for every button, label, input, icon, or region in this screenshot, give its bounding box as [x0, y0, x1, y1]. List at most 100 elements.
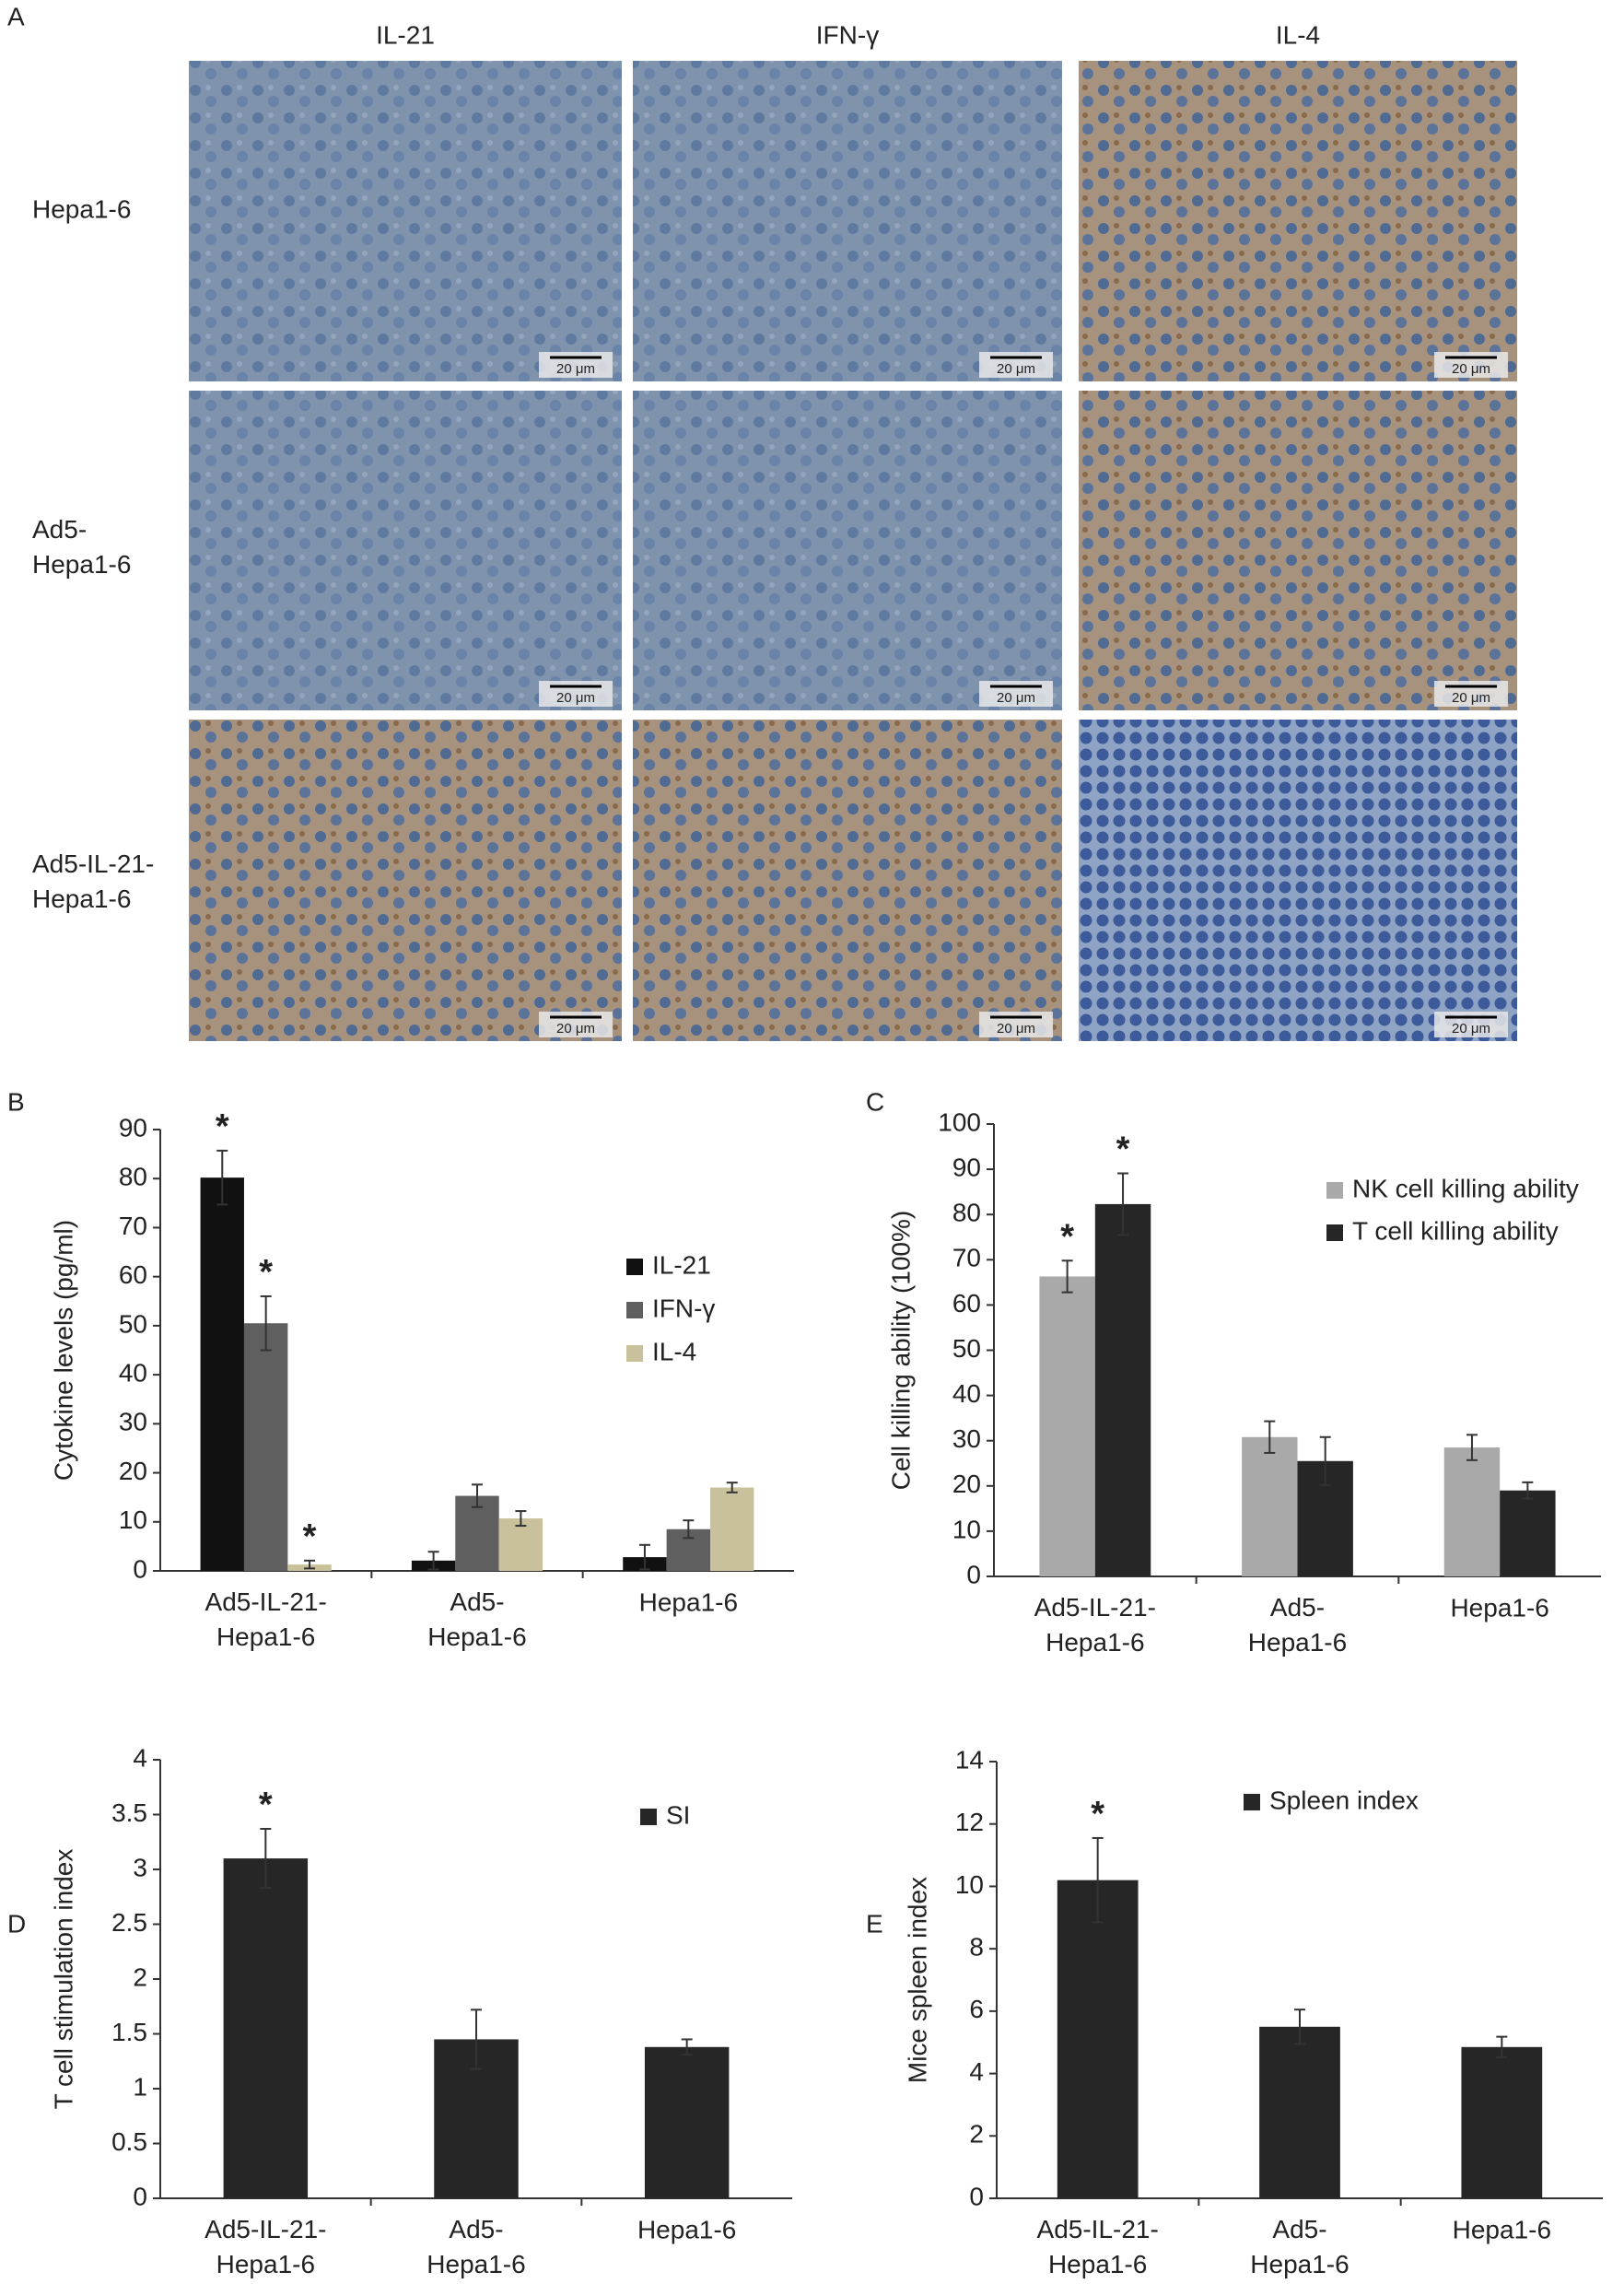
micrograph	[1079, 61, 1517, 381]
legend-swatch	[1244, 1794, 1260, 1810]
bar	[710, 1487, 754, 1571]
y-tick-label: 3.5	[111, 1798, 147, 1827]
y-tick-label: 4	[133, 1743, 147, 1772]
y-tick-label: 60	[952, 1289, 981, 1318]
bar	[1242, 1436, 1298, 1576]
significance-mark: *	[216, 1107, 229, 1146]
y-tick-label: 70	[119, 1212, 147, 1240]
y-tick-label: 100	[938, 1107, 981, 1136]
x-tick-label: Ad5-Hepa1-6	[1248, 1593, 1347, 1657]
panel-label: C	[866, 1087, 884, 1116]
y-tick-label: 20	[119, 1457, 147, 1485]
x-tick-label: Ad5-Hepa1-6	[426, 2215, 525, 2278]
x-tick-label: Ad5-IL-21-Hepa1-6	[204, 2215, 326, 2278]
y-tick-label: 40	[952, 1379, 981, 1408]
bar	[1057, 1880, 1139, 2198]
scale-bar-label: 20 μm	[1452, 1021, 1490, 1037]
y-tick-label: 1	[133, 2072, 147, 2101]
micrograph	[1079, 720, 1517, 1041]
micrograph	[633, 720, 1062, 1041]
x-tick-label: Hepa1-6	[639, 1587, 738, 1616]
bar	[1500, 1490, 1556, 1576]
y-tick-label: 20	[952, 1470, 981, 1498]
legend-swatch	[640, 1809, 657, 1825]
legend-label: IL-4	[652, 1337, 696, 1365]
micrograph	[189, 720, 622, 1041]
legend-swatch	[626, 1259, 643, 1275]
y-tick-label: 2.5	[111, 1908, 147, 1937]
y-tick-label: 12	[955, 1808, 984, 1836]
bar	[243, 1323, 288, 1571]
column-label: IL-4	[1276, 20, 1320, 49]
y-tick-label: 50	[119, 1309, 147, 1338]
y-tick-label: 90	[119, 1113, 147, 1142]
y-tick-label: 70	[952, 1244, 981, 1272]
scale-bar-label: 20 μm	[556, 361, 595, 377]
y-axis-title: Cytokine levels (pg/ml)	[49, 1220, 77, 1481]
legend-swatch	[626, 1302, 643, 1318]
panel-label: A	[7, 2, 25, 30]
bar	[1039, 1276, 1095, 1576]
row-label: Ad5-Hepa1-6	[32, 515, 131, 579]
x-tick-label: Hepa1-6	[637, 2215, 736, 2243]
y-axis-title: Cell killing ability (100%)	[886, 1211, 915, 1490]
legend-swatch	[1326, 1224, 1343, 1241]
legend-label: IFN-γ	[652, 1294, 715, 1322]
significance-mark: *	[1116, 1130, 1130, 1169]
x-tick-label: Ad5-Hepa1-6	[427, 1587, 526, 1651]
panel-label: D	[7, 1909, 26, 1938]
y-tick-label: 40	[119, 1359, 147, 1388]
significance-mark: *	[259, 1253, 273, 1292]
micrograph	[633, 61, 1062, 381]
significance-mark: *	[1060, 1217, 1074, 1256]
x-tick-label: Hepa1-6	[1453, 2215, 1551, 2243]
y-tick-label: 14	[955, 1745, 984, 1774]
legend-label: Spleen index	[1269, 1786, 1419, 1814]
bar	[200, 1177, 244, 1571]
legend-swatch	[626, 1345, 643, 1362]
y-tick-label: 10	[952, 1515, 981, 1543]
bar	[1094, 1203, 1151, 1576]
y-tick-label: 4	[969, 2057, 984, 2086]
column-label: IL-21	[376, 20, 435, 49]
y-tick-label: 0	[969, 2182, 984, 2210]
bar	[1259, 2026, 1340, 2198]
y-tick-label: 0	[133, 1554, 147, 1583]
legend-label: SI	[666, 1800, 690, 1829]
y-tick-label: 10	[119, 1505, 147, 1534]
y-tick-label: 6	[969, 1995, 984, 2023]
x-tick-label: Ad5-Hepa1-6	[1250, 2215, 1349, 2278]
y-tick-label: 3	[133, 1853, 147, 1881]
y-tick-label: 50	[952, 1334, 981, 1363]
bar	[1443, 1447, 1501, 1576]
scale-bar-label: 20 μm	[997, 690, 1035, 706]
column-label: IFN-γ	[816, 20, 879, 49]
y-axis-title: Mice spleen index	[903, 1877, 931, 2083]
panel-label: E	[866, 1909, 883, 1938]
y-tick-label: 2	[133, 1962, 147, 1991]
y-tick-label: 8	[969, 1933, 984, 1962]
significance-mark: *	[1091, 1795, 1104, 1833]
y-tick-label: 30	[952, 1424, 981, 1453]
y-tick-label: 0	[133, 2182, 147, 2210]
significance-mark: *	[259, 1786, 273, 1824]
y-tick-label: 0	[966, 1560, 981, 1588]
x-tick-label: Ad5-IL-21-Hepa1-6	[205, 1587, 327, 1651]
bar	[223, 1858, 309, 2198]
scale-bar-label: 20 μm	[997, 361, 1035, 377]
y-tick-label: 90	[952, 1153, 981, 1181]
scale-bar-label: 20 μm	[1452, 361, 1490, 377]
bar	[455, 1495, 499, 1571]
legend-label: IL-21	[652, 1250, 711, 1279]
x-tick-label: Ad5-IL-21-Hepa1-6	[1037, 2215, 1159, 2278]
y-tick-label: 1.5	[111, 2018, 147, 2046]
y-tick-label: 60	[119, 1260, 147, 1289]
bar	[498, 1518, 543, 1571]
panel-label: B	[7, 1087, 25, 1116]
scale-bar-label: 20 μm	[1452, 690, 1490, 706]
y-tick-label: 0.5	[111, 2127, 147, 2156]
legend-swatch	[1326, 1182, 1343, 1199]
y-tick-label: 10	[955, 1870, 984, 1899]
y-tick-label: 80	[952, 1199, 981, 1227]
